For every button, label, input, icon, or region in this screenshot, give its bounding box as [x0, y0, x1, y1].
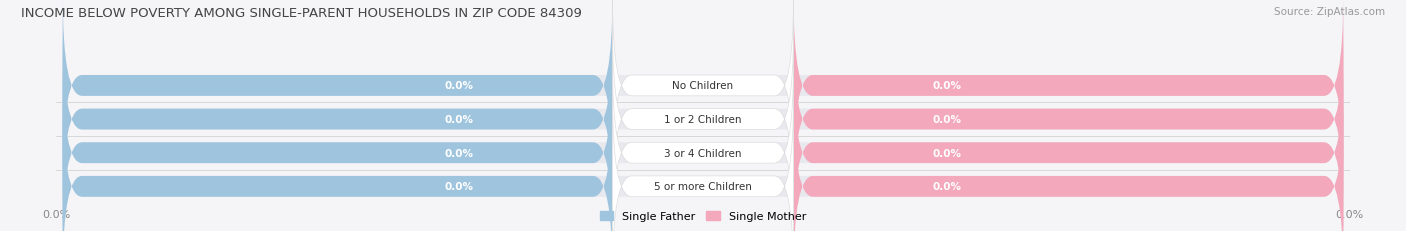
Legend: Single Father, Single Mother: Single Father, Single Mother — [596, 206, 810, 225]
FancyBboxPatch shape — [613, 63, 793, 231]
Text: No Children: No Children — [672, 81, 734, 91]
Text: 5 or more Children: 5 or more Children — [654, 182, 752, 191]
Text: 3 or 4 Children: 3 or 4 Children — [664, 148, 742, 158]
Text: 1 or 2 Children: 1 or 2 Children — [664, 115, 742, 125]
Text: 0.0%: 0.0% — [444, 148, 472, 158]
FancyBboxPatch shape — [793, 0, 1343, 176]
FancyBboxPatch shape — [63, 96, 613, 231]
FancyBboxPatch shape — [793, 96, 1343, 231]
Text: 0.0%: 0.0% — [934, 81, 962, 91]
FancyBboxPatch shape — [63, 0, 1343, 176]
Text: INCOME BELOW POVERTY AMONG SINGLE-PARENT HOUSEHOLDS IN ZIP CODE 84309: INCOME BELOW POVERTY AMONG SINGLE-PARENT… — [21, 7, 582, 20]
Text: 0.0%: 0.0% — [444, 182, 472, 191]
Text: Source: ZipAtlas.com: Source: ZipAtlas.com — [1274, 7, 1385, 17]
Text: 0.0%: 0.0% — [934, 148, 962, 158]
FancyBboxPatch shape — [793, 29, 1343, 210]
Text: 0.0%: 0.0% — [444, 81, 472, 91]
FancyBboxPatch shape — [63, 63, 1343, 231]
Text: 0.0%: 0.0% — [934, 182, 962, 191]
FancyBboxPatch shape — [63, 29, 1343, 210]
FancyBboxPatch shape — [63, 29, 613, 210]
Text: 0.0%: 0.0% — [934, 115, 962, 125]
Text: 0.0%: 0.0% — [444, 115, 472, 125]
FancyBboxPatch shape — [63, 63, 613, 231]
FancyBboxPatch shape — [613, 96, 793, 231]
FancyBboxPatch shape — [793, 63, 1343, 231]
FancyBboxPatch shape — [613, 0, 793, 176]
FancyBboxPatch shape — [63, 96, 1343, 231]
FancyBboxPatch shape — [63, 0, 613, 176]
FancyBboxPatch shape — [613, 29, 793, 210]
